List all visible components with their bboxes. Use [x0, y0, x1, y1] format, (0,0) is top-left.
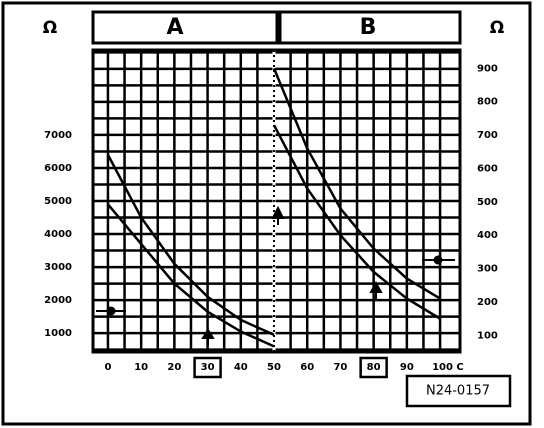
y2-tick-label: 200 [477, 297, 498, 308]
x-tick-label: 60 [300, 362, 314, 373]
panel-label: B [360, 15, 377, 40]
y-tick-label: 6000 [44, 163, 72, 174]
outer-frame [1, 1, 532, 426]
y2-tick-label: 800 [477, 97, 498, 108]
markers [96, 205, 455, 345]
y-tick-label: 1000 [44, 328, 72, 339]
panel-a-box [91, 10, 279, 45]
marks [106, 50, 441, 352]
tick-highlight [359, 356, 388, 379]
y2-tick-label: 500 [477, 197, 498, 208]
y2-tick-label: 600 [477, 163, 498, 174]
grid [93, 50, 460, 352]
arrow [271, 205, 285, 225]
y2-tick-label: 400 [477, 230, 498, 241]
arrow [201, 328, 215, 345]
y-tick-label: 3000 [44, 262, 72, 273]
y2-tick-label: 900 [477, 63, 498, 74]
curve [106, 154, 275, 336]
y-tick-label: 4000 [44, 229, 72, 240]
x-tick-label: 40 [234, 362, 248, 373]
y-tick-label: 5000 [44, 196, 72, 207]
y2-axis-label: Ω [490, 18, 504, 38]
plot-frame [91, 48, 462, 354]
y2-tick-label: 100 [477, 330, 498, 341]
x-tick-label: 80 [367, 362, 381, 373]
x-tick-label: 0 [104, 362, 111, 373]
curve [272, 67, 441, 300]
tick-highlight [193, 356, 222, 379]
marker-dot [106, 306, 116, 316]
curve [272, 124, 441, 320]
marker-dot [433, 255, 443, 265]
y-tick-label: 2000 [44, 295, 72, 306]
panel-b-box [278, 10, 462, 45]
x-tick-label: 70 [333, 362, 347, 373]
x-tick-label: 30 [201, 362, 215, 373]
arrow [369, 280, 383, 300]
y-tick-label: 7000 [44, 130, 72, 141]
y2-tick-label: 700 [477, 130, 498, 141]
code-label: N24-0157 [426, 384, 490, 399]
code-box [405, 374, 512, 408]
y2-tick-label: 300 [477, 264, 498, 275]
curve [106, 203, 275, 348]
x-tick-label: 50 [267, 362, 281, 373]
x-tick-label: 100 C [432, 362, 464, 373]
x-tick-label: 20 [167, 362, 181, 373]
y-axis-label: Ω [43, 18, 57, 38]
x-tick-label: 10 [134, 362, 148, 373]
panel-label: A [166, 15, 183, 40]
x-tick-label: 90 [400, 362, 414, 373]
